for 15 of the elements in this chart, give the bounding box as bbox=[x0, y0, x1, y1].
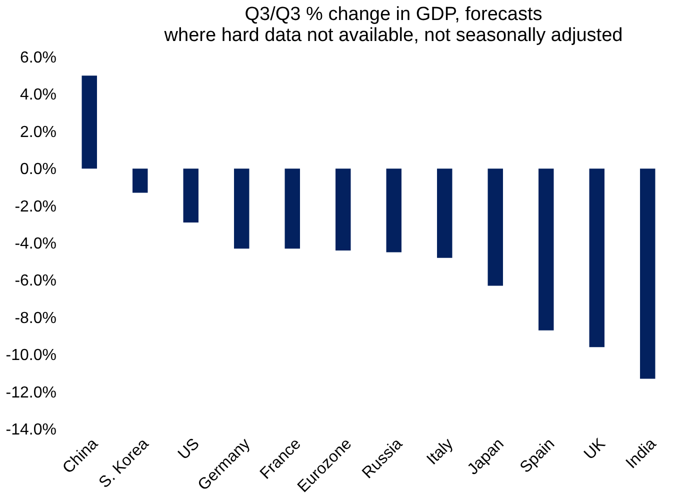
y-tick-label: 2.0% bbox=[20, 124, 56, 141]
chart-title: Q3/Q3 % change in GDP, forecasts where hard data not available, not seasonally adjusted bbox=[163, 4, 623, 46]
y-tick-label: -12.0% bbox=[6, 384, 56, 402]
y-tick-label: -10.0% bbox=[6, 347, 56, 364]
y-tick-label: 6.0% bbox=[20, 50, 56, 66]
x-tick-label: UK bbox=[581, 435, 610, 464]
y-tick-label: -8.0% bbox=[14, 310, 56, 327]
x-tick-label: Italy bbox=[424, 436, 457, 468]
y-tick-label: 4.0% bbox=[20, 86, 56, 104]
y-tick-label: -14.0% bbox=[6, 422, 56, 438]
x-tick-label: US bbox=[175, 436, 203, 464]
y-tick-label: -2.0% bbox=[14, 198, 56, 216]
y-tick-label: -6.0% bbox=[14, 272, 56, 290]
y-tick-label: 0.0% bbox=[20, 161, 56, 178]
y-tick-label: -4.0% bbox=[14, 236, 56, 252]
